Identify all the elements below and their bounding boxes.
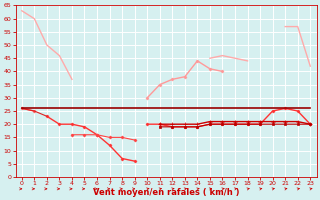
- X-axis label: Vent moyen/en rafales ( km/h ): Vent moyen/en rafales ( km/h ): [93, 188, 239, 197]
